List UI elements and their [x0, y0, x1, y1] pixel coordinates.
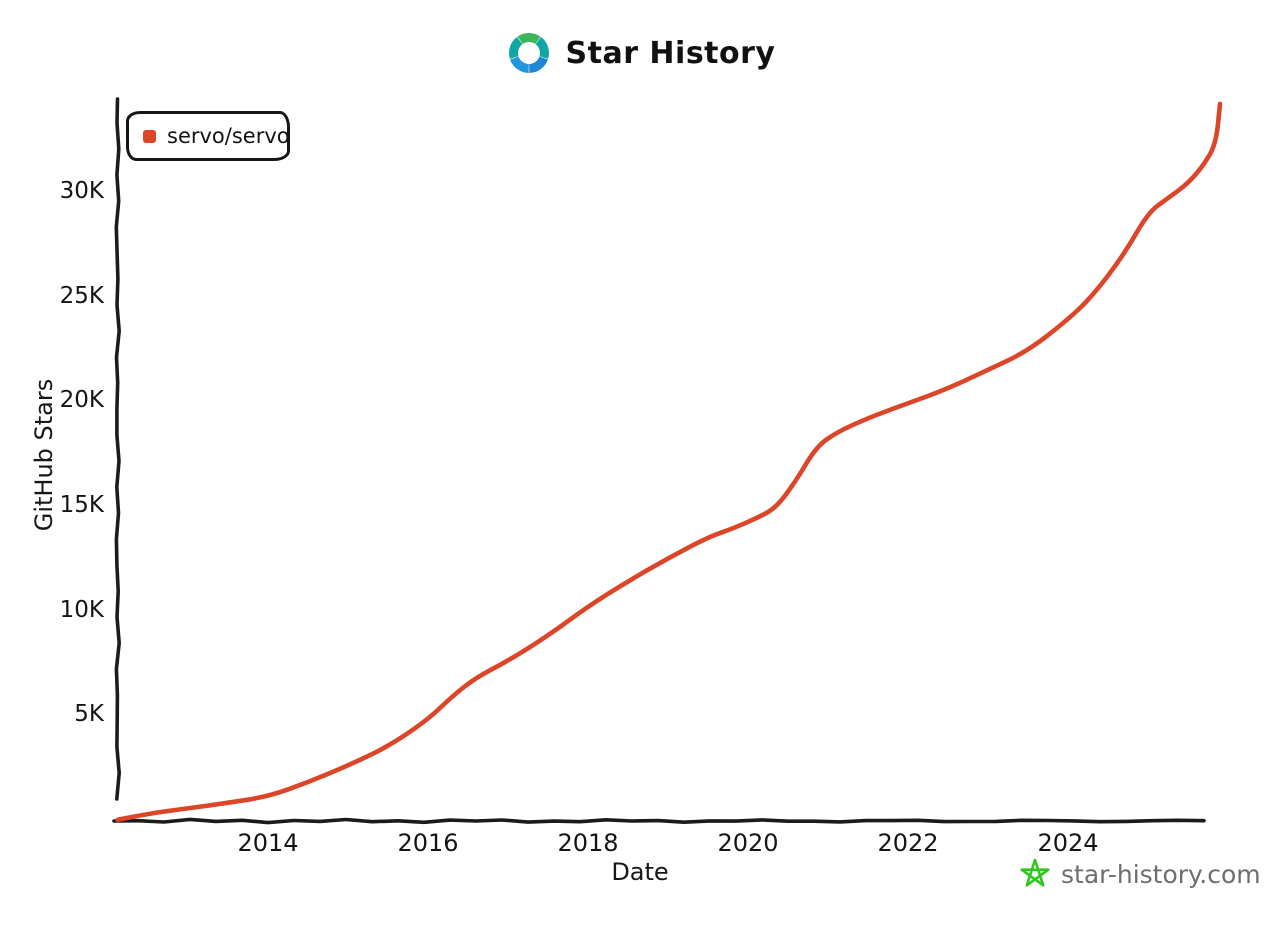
star-doodle-icon	[1020, 858, 1050, 887]
page-title: Star History	[565, 35, 776, 71]
x-axis-title: Date	[611, 858, 669, 886]
y-tick-label: 20K	[59, 387, 104, 414]
y-tick-label: 5K	[74, 701, 104, 728]
chart-header: Star History	[0, 26, 1280, 80]
y-tick-label: 15K	[59, 491, 104, 518]
x-tick-label: 2014	[237, 829, 299, 857]
y-tick-label: 25K	[59, 282, 104, 309]
series-marker-icon	[143, 129, 156, 143]
x-axis-line	[112, 817, 1206, 825]
logo-arc-lower-left	[509, 56, 529, 73]
x-tick-label: 2024	[1037, 829, 1099, 857]
x-tick-label: 2022	[877, 829, 939, 857]
y-tick-label: 30K	[59, 177, 104, 204]
star-history-logo-icon	[508, 33, 549, 73]
x-tick-label: 2016	[397, 829, 459, 857]
legend-series-label: servo/servo	[167, 124, 290, 148]
legend-box: servo/servo	[126, 111, 290, 161]
x-tick-label: 2020	[717, 829, 779, 857]
watermark: star-history.com	[1018, 855, 1261, 893]
x-tick-label: 2018	[557, 829, 619, 857]
logo-arc-lower-right	[528, 56, 548, 73]
y-axis-title: GitHub Stars	[30, 378, 58, 532]
series-line-servo	[115, 101, 1223, 823]
logo-arc-upper-right	[534, 37, 549, 59]
star-history-link[interactable]: star-history.com	[1061, 859, 1261, 889]
y-axis-line	[114, 97, 121, 801]
y-tick-label: 10K	[59, 596, 104, 623]
logo-arc-top	[517, 33, 540, 45]
logo-arc-upper-left	[508, 37, 523, 59]
